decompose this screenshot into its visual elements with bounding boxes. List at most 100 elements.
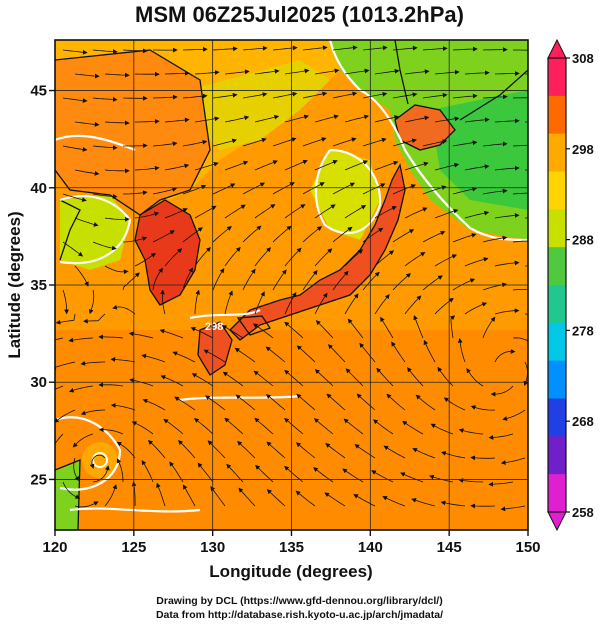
colorbar-segment [548,474,566,513]
streamline-arrow [441,451,466,459]
streamline-arrow [313,418,334,435]
streamline-arrow [254,68,280,75]
streamline-arrow [362,183,386,195]
streamline-arrow [177,440,196,459]
streamline-arrow [89,454,106,469]
y-tick-label: 30 [30,374,47,391]
streamline-arrow [302,182,325,195]
streamline-arrow [284,417,304,435]
streamline-arrow [88,289,95,315]
streamline-arrow [434,254,457,267]
streamline-arrow [423,339,436,363]
contour-label: 298 [205,321,223,333]
colorbar-segment [548,209,566,248]
streamline-arrow [482,316,496,339]
streamline-arrow [380,316,394,339]
streamline-arrow [224,115,250,123]
streamline-arrow [122,272,140,291]
streamline-arrow [362,137,387,147]
streamline-arrow [482,235,508,243]
x-tick-label: 120 [42,539,67,556]
streamline-arrow [131,481,137,507]
streamline-arrow [92,193,118,199]
streamline-arrow [74,265,89,287]
streamline-arrow [296,393,316,411]
streamline-arrow [104,484,118,507]
colorbar-segment [548,133,566,172]
streamline-arrow [254,160,278,171]
streamline-arrow [422,92,448,99]
streamline-arrow [221,325,244,339]
colorbar-frame [547,57,567,513]
streamline-arrow [302,226,323,243]
streamline-arrow [182,46,208,52]
streamline-arrow [272,137,297,147]
colorbar-tick-label: 298 [572,142,594,157]
streamline-arrow [386,393,406,411]
typhoon-center-marker [92,452,108,468]
streamline-arrow [210,486,226,507]
streamline-arrow [392,184,416,195]
streamline-arrow [242,225,262,243]
streamline-arrow [212,46,238,52]
streamline-arrow [344,160,369,171]
colorbar-segment [548,171,566,210]
streamline-arrow [464,164,490,171]
streamline-arrow [415,394,436,411]
colorbar-segment [548,360,566,399]
streamline-arrow [254,417,274,435]
streamline-arrow [284,291,297,315]
streamline-arrow [254,291,265,315]
streamline-arrow [327,344,346,363]
streamline-arrow [68,337,94,343]
y-tick-label: 35 [30,277,47,294]
streamline-arrow [302,270,318,291]
streamline-arrow [314,369,334,387]
streamline-arrow [116,458,124,483]
streamline-arrow [464,257,489,267]
streamline-arrow [242,268,256,291]
streamline-arrow [272,182,295,195]
x-axis: 120 125 130 135 140 145 150 [42,530,541,556]
x-axis-label: Longitude (degrees) [209,562,372,581]
streamline-arrow [302,45,328,51]
streamline-arrow [156,482,166,507]
streamline-arrow [362,91,388,99]
streamline-arrow [194,116,220,123]
streamline-arrow [152,230,175,243]
streamline-arrow [284,204,306,219]
streamline-arrow [134,252,157,267]
colorbar-tick-label: 278 [572,323,594,338]
streamline-arrow [242,137,267,147]
colorbar-min-arrow [547,511,567,532]
streamline-arrow [470,405,496,411]
streamline-arrow [314,160,338,171]
streamline-arrow [98,427,124,435]
streamline-arrow [295,442,316,459]
streamline-arrow [464,302,488,315]
streamline-arrow [324,492,346,507]
streamline-arrow [172,351,196,363]
contour-298 [55,40,528,513]
streamline-arrow [359,342,376,363]
streamline-arrow [224,160,249,171]
streamline-arrow [92,465,110,483]
colorbar-tick-label: 268 [572,414,594,429]
streamline-arrow [104,265,129,275]
streamline-arrow [494,165,520,171]
streamline-arrow [194,70,220,75]
streamline-arrow [272,269,287,291]
y-tick-label: 45 [30,83,47,100]
streamline-arrow [344,249,364,267]
streamline-arrow [194,205,217,219]
streamline-arrow [411,498,436,507]
streamline-arrow [182,93,208,99]
colorbar-segment [548,247,566,286]
streamline-arrow [488,481,514,487]
streamline-arrow [98,334,124,340]
streamline-arrow [392,45,418,51]
streamline-arrow [194,246,211,267]
streamline-arrow [265,346,286,363]
streamline-arrow [104,72,130,78]
streamline-arrow [314,292,328,315]
